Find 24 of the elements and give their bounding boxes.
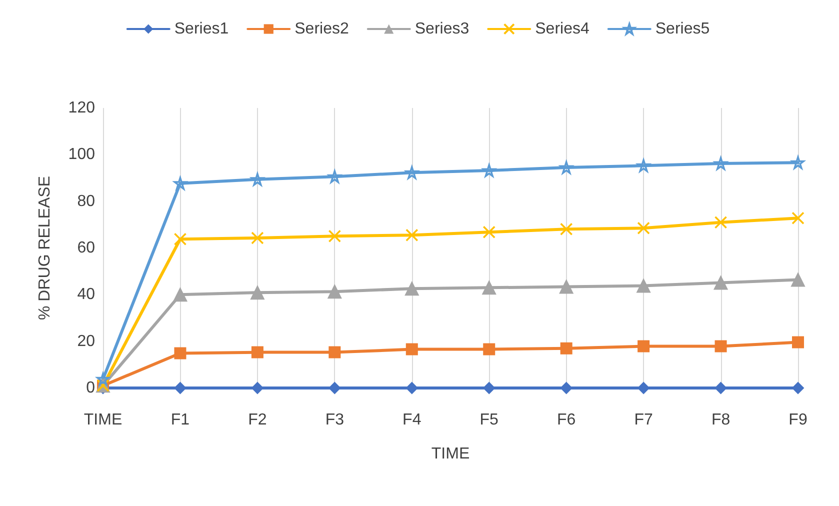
x-tick-label: F2 xyxy=(248,412,267,428)
x-tick-label: F5 xyxy=(480,412,499,428)
y-tick-label: 100 xyxy=(68,146,96,164)
y-tick-label: 60 xyxy=(77,240,96,256)
y-tick-label: 80 xyxy=(77,192,96,210)
y-axis-title: % DRUG RELEASE xyxy=(36,176,54,320)
x-axis-title: TIME xyxy=(431,446,470,462)
y-tick-label: 40 xyxy=(77,286,96,304)
legend-label: Series1 xyxy=(174,20,229,38)
legend-label: Series3 xyxy=(414,20,470,38)
x-tick-label: F7 xyxy=(634,412,653,428)
legend-label: Series4 xyxy=(535,20,590,38)
x-tick-label: F6 xyxy=(556,412,576,428)
legend-label: Series5 xyxy=(655,20,710,38)
y-tick-label: 120 xyxy=(68,100,96,116)
x-tick-label: F8 xyxy=(711,412,730,428)
y-tick-label: 20 xyxy=(77,332,96,350)
x-tick-label: TIME xyxy=(84,412,122,428)
x-tick-label: F3 xyxy=(325,412,344,428)
y-tick-label: 0 xyxy=(86,380,96,396)
x-tick-label: F9 xyxy=(788,412,808,428)
legend-label: Series2 xyxy=(294,20,349,38)
x-tick-label: F4 xyxy=(402,412,422,428)
x-tick-label: F1 xyxy=(170,412,190,428)
